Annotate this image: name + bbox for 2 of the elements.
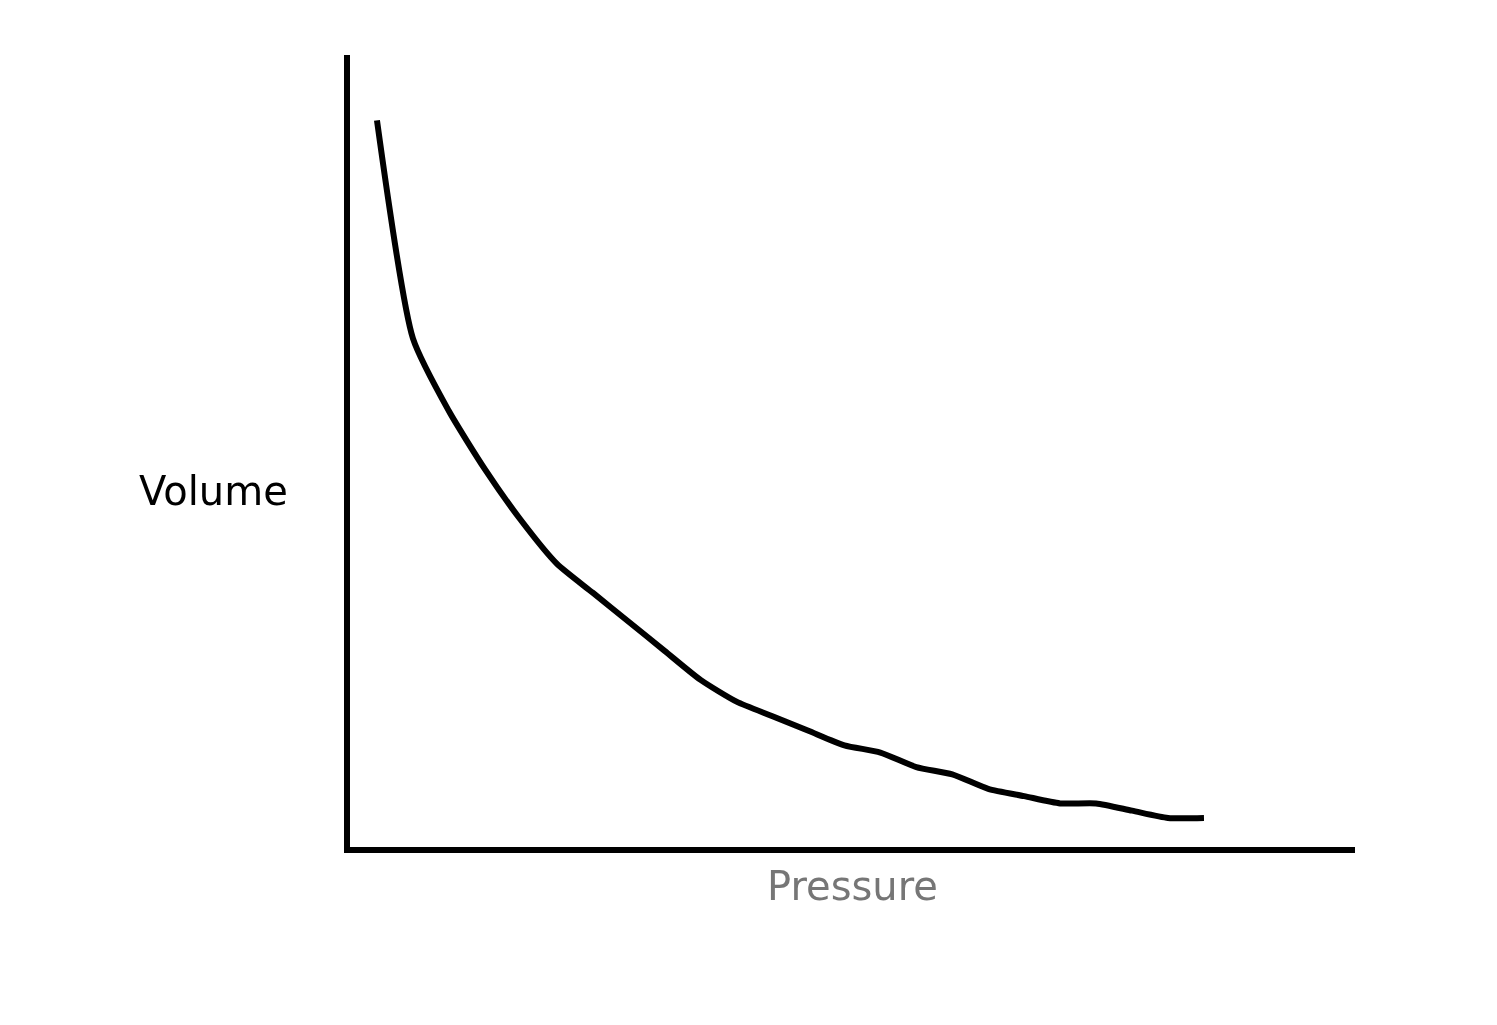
x-axis-title: Pressure [767,863,938,910]
y-axis-title: Volume [139,468,288,514]
